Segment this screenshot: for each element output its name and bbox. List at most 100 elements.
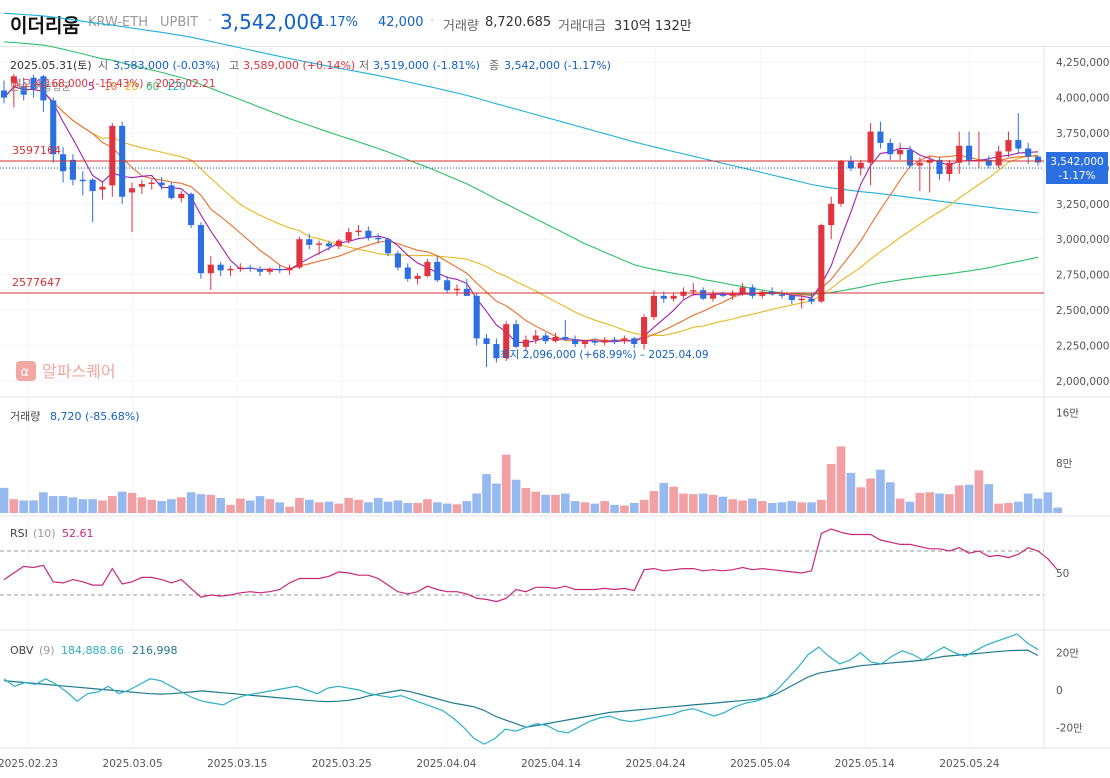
rsi-panel-label: RSI xyxy=(10,527,28,540)
volume-bar xyxy=(610,504,619,513)
volume-bar xyxy=(925,492,934,513)
ma5-line xyxy=(3,86,1039,344)
volume-bar xyxy=(39,492,48,513)
volume-bar xyxy=(108,496,117,513)
price-axis-tick: 4,250,000 xyxy=(1056,57,1109,69)
low-label: 저 xyxy=(359,59,369,72)
ma-legend-5: 5 xyxy=(88,81,95,93)
close-label: 종 xyxy=(489,59,499,72)
rsi-panel-param: (10) xyxy=(33,527,56,540)
volume-bar xyxy=(236,498,245,513)
candle-body xyxy=(325,243,333,247)
volume-bar xyxy=(78,499,88,513)
change-amount: 42,000 xyxy=(378,15,424,30)
obv-panel-value1: 184,888.86 xyxy=(61,644,124,657)
date-axis-tick: 2025.04.24 xyxy=(626,758,686,770)
volume-bar xyxy=(738,500,747,513)
ma-legend-60: 60 xyxy=(146,81,159,93)
candle-body xyxy=(808,298,815,302)
date-axis-tick: 2025.03.15 xyxy=(207,758,267,770)
volume-bar xyxy=(580,502,590,513)
volume-bar xyxy=(304,499,314,513)
candle-body xyxy=(79,179,86,182)
candle-body xyxy=(483,338,490,345)
volume-bar xyxy=(373,497,383,513)
volume-bar xyxy=(689,494,698,513)
volume-bar xyxy=(334,503,344,513)
candle-body xyxy=(138,183,145,187)
candle-body xyxy=(414,276,421,279)
candle-body xyxy=(50,100,57,155)
candle-body xyxy=(966,145,973,160)
rsi-panel-value: 52.61 xyxy=(62,527,94,540)
candle-body xyxy=(296,239,303,268)
candle-body xyxy=(778,294,786,296)
volume-bar xyxy=(186,492,196,513)
volume-bar xyxy=(531,491,541,513)
logo-glyph: α xyxy=(21,365,30,380)
coin-name[interactable]: 이더리움 xyxy=(10,15,80,37)
volume-bar xyxy=(846,472,856,513)
candle-body xyxy=(237,267,244,269)
volume-bar xyxy=(265,499,275,513)
high-label: 고 xyxy=(229,59,239,72)
candle-body xyxy=(375,237,382,240)
candle-body xyxy=(749,287,756,296)
obv-axis-tick: -20만 xyxy=(1056,722,1083,734)
open-value: 3,583,000 (-0.03%) xyxy=(113,59,220,72)
candle-body xyxy=(739,287,746,294)
volume-bar xyxy=(1053,507,1063,513)
logo-icon xyxy=(16,361,36,381)
volume-bar xyxy=(807,502,816,513)
obv-panel-label: OBV xyxy=(10,644,34,657)
last-price-tag: 3,542,000 -1.17% xyxy=(1046,152,1108,184)
candle-body xyxy=(700,290,707,299)
candle-body xyxy=(345,232,352,241)
volume-bar xyxy=(590,503,600,513)
volume-bar xyxy=(728,499,738,513)
candle-body xyxy=(759,291,766,296)
volume-bar xyxy=(600,501,610,513)
volume-bar xyxy=(826,464,836,513)
exchange-name: UPBIT xyxy=(160,15,199,30)
candle-body xyxy=(316,243,323,245)
volume-bar xyxy=(0,487,9,513)
candle-body xyxy=(404,267,411,279)
candle-body xyxy=(847,161,854,169)
obv-panel-param: (9) xyxy=(39,644,55,657)
candle-body xyxy=(975,159,982,161)
volume-axis-tick: 16만 xyxy=(1056,408,1079,420)
volume-bar xyxy=(560,493,570,513)
volume-bar xyxy=(275,502,285,513)
current-price: 3,542,000 xyxy=(220,10,322,34)
candle-body xyxy=(30,77,37,90)
candle-body xyxy=(306,239,313,245)
volume-bar xyxy=(856,487,866,513)
candle-body xyxy=(463,288,470,296)
volume-bar xyxy=(413,502,422,513)
volume-bar xyxy=(905,501,915,513)
candle-body xyxy=(650,295,657,318)
volume-bar xyxy=(492,483,501,513)
candle-body xyxy=(385,239,392,254)
candle-body xyxy=(591,341,598,343)
volume-bar xyxy=(482,474,491,513)
candle-body xyxy=(680,291,687,296)
volume-bar xyxy=(117,491,127,513)
volume-bar xyxy=(29,500,38,513)
rsi-line xyxy=(3,528,1059,603)
high-value: 3,589,000 (+0.14%) xyxy=(243,59,355,72)
candle-body xyxy=(788,295,795,301)
candle-body xyxy=(1025,148,1032,157)
volume-bar xyxy=(649,491,659,513)
price-axis-tick: 2,250,000 xyxy=(1056,340,1109,352)
volume-bar xyxy=(364,502,373,513)
obv-line xyxy=(3,633,1039,745)
min-annotation: 최지 2,096,000 (+68.99%) – 2025.04.09 xyxy=(500,349,709,361)
volume-bar xyxy=(797,502,806,513)
volume-bar xyxy=(58,496,68,513)
volume-axis-tick: 8만 xyxy=(1056,458,1073,470)
volume-bar xyxy=(295,497,304,513)
max-annotation: 최고 4,168,000 (-15.43%) – 2025.02.21 xyxy=(12,78,216,90)
